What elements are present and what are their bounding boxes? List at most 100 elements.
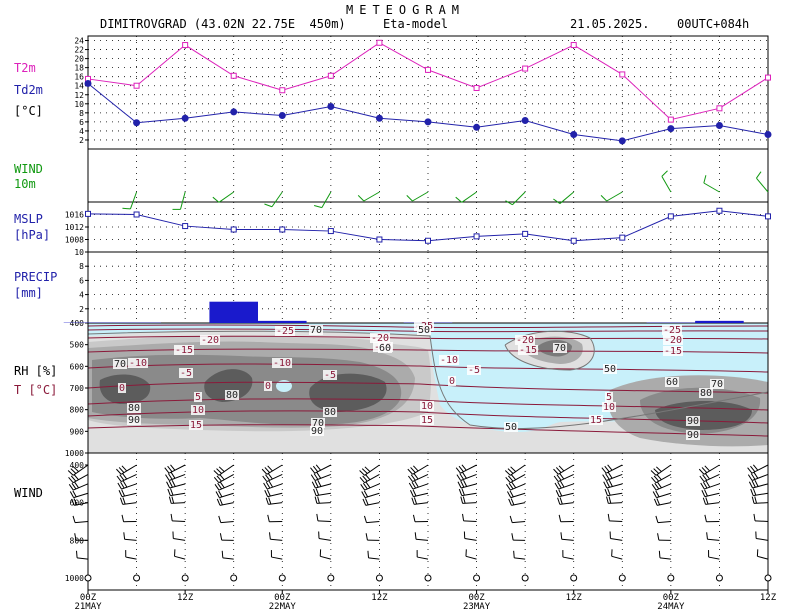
barb-flag [455, 196, 463, 203]
upper-barb-flag [362, 482, 368, 490]
upper-barb-flag [359, 470, 366, 476]
mslp-point [716, 207, 723, 214]
td2m-point [375, 114, 383, 122]
upper-barb-flag [560, 532, 563, 540]
y-tick-label: 10 [74, 100, 84, 109]
y-axis-ticks: 2468101214161820222410081012101624681040… [65, 37, 88, 583]
contour-label-bg [417, 325, 431, 335]
contour-label-bg [686, 416, 700, 426]
upper-barb-staff [416, 538, 429, 541]
barb-staff [703, 182, 720, 193]
mslp-series [85, 207, 771, 244]
upper-barb-flag [411, 481, 417, 489]
rh-contour-label: 90 [687, 416, 699, 427]
contour-label-bg [275, 326, 295, 336]
upper-barb-flag [701, 490, 706, 497]
td2m-point [424, 118, 432, 126]
precip-bar [258, 320, 307, 323]
upper-barb-flag [364, 466, 371, 472]
calm-wind-circle [667, 574, 675, 582]
upper-barb-staff [703, 464, 720, 475]
barb-flag [406, 194, 413, 202]
contour-label-bg [515, 335, 535, 345]
contour-label-bg [439, 355, 459, 365]
upper-barb-flag [705, 480, 711, 488]
upper-barb-flag [513, 550, 515, 558]
upper-barb-flag [317, 496, 320, 504]
upper-barb-flag [315, 488, 320, 496]
upper-barb-flag [555, 490, 560, 497]
contour-label-bg [420, 415, 434, 425]
upper-barb-flag [73, 466, 79, 472]
upper-barb-flag [750, 488, 754, 496]
x-date-label: 22MAY [269, 602, 297, 612]
upper-barb-flag [359, 477, 365, 483]
upper-wind-column [164, 464, 189, 582]
contour-label-bg [310, 426, 324, 436]
upper-barb-flag [414, 532, 417, 540]
td2m-point [667, 125, 675, 133]
upper-barb-flag [219, 481, 225, 489]
upper-barb-flag [747, 467, 753, 474]
upper-barb-flag [264, 490, 269, 497]
upper-barb-flag [166, 481, 171, 489]
upper-barb-flag [704, 473, 710, 480]
td2m-point [327, 103, 335, 111]
upper-barb-flag [751, 480, 756, 488]
upper-barb-flag [367, 550, 370, 558]
upper-barb-flag [553, 475, 559, 482]
wind10m-barb [314, 191, 332, 209]
upper-barb-flag [73, 498, 78, 506]
upper-barb-flag [602, 474, 607, 481]
temperature-contour-label: -5 [180, 368, 192, 379]
calm-wind-circle [278, 574, 286, 582]
contour-label-bg [128, 358, 148, 368]
contour-label-bg [323, 407, 337, 417]
t2m-point [182, 42, 189, 49]
mslp-point [425, 237, 431, 244]
upper-barb-staff [220, 521, 234, 524]
upper-barb-flag [605, 473, 610, 480]
x-tick-label: 12Z [760, 593, 777, 603]
upper-barb-flag [219, 498, 223, 506]
barb-staff [559, 191, 575, 204]
upper-barb-flag [122, 497, 126, 505]
upper-barb-staff [368, 557, 380, 560]
upper-barb-flag [170, 472, 176, 479]
temperature-contour-label: -25 [663, 325, 681, 336]
barb-flag [122, 207, 131, 210]
upper-barb-flag [170, 464, 176, 471]
wind10m-barb [553, 191, 575, 204]
temperature-contour-label: 0 [449, 376, 455, 387]
upper-barb-staff [659, 557, 671, 560]
upper-wind-column [116, 464, 141, 582]
upper-barb-flag [559, 473, 565, 480]
station-label: DIMITROVGRAD (43.02N 22.75E 450m) [100, 17, 346, 31]
contour-label-bg [118, 383, 126, 393]
upper-barb-flag [463, 480, 468, 487]
temperature-contour-label: 10 [192, 405, 204, 416]
upper-barb-staff [463, 520, 477, 522]
upper-barb-flag [68, 477, 74, 483]
temperature-contour-label: -5 [324, 370, 336, 381]
upper-barb-flag [213, 470, 220, 476]
upper-barb-flag [266, 489, 271, 497]
upper-barb-flag [462, 496, 466, 504]
rh-contour-label: 70 [114, 359, 126, 370]
wind10m-barb [357, 191, 380, 202]
upper-barb-flag [601, 467, 607, 474]
upper-barb-flag [462, 513, 465, 521]
upper-wind-column [650, 464, 675, 582]
upper-barb-flag [363, 515, 367, 523]
barb-flag [505, 200, 513, 206]
y-tick-label: 20 [74, 55, 84, 64]
upper-barb-flag [261, 468, 268, 475]
mslp-point [667, 213, 674, 220]
temperature-contour-label: -5 [468, 365, 480, 376]
barb-flag [553, 198, 561, 204]
upper-barb-flag [607, 464, 613, 471]
temperature-contour-label: -20 [371, 333, 389, 344]
wind10m-barb [600, 191, 623, 202]
rh-contour-label: 80 [226, 390, 238, 401]
contour-label-bg [467, 365, 481, 375]
